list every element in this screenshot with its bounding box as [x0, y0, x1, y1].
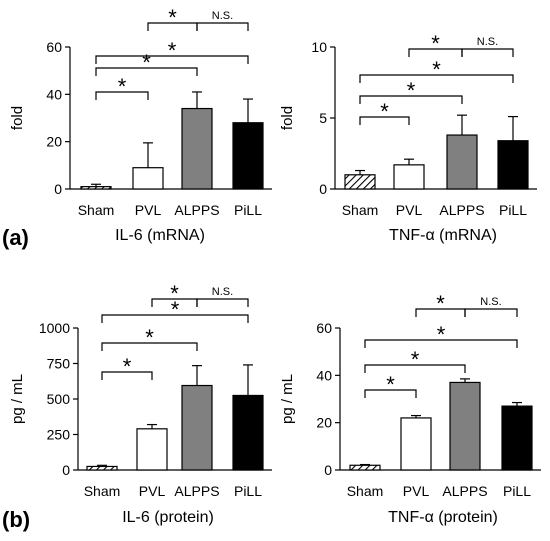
chart4-significance-bracket	[364, 339, 518, 348]
chart3-y-axis-label: pg / mL	[9, 374, 26, 424]
chart3-category-label: PiLL	[234, 483, 262, 499]
chart3-y-tick-label: 500	[47, 391, 71, 407]
chart1-bar-alpps	[181, 107, 213, 190]
chart3-significance-star: *	[145, 325, 154, 350]
chart3-category-label: Sham	[84, 483, 121, 499]
chart2-y-tick-label: 5	[319, 110, 327, 126]
chart3-y-tick-label: 1000	[39, 320, 70, 336]
chart1-category-label: PiLL	[234, 202, 262, 218]
chart4-bar-alpps	[449, 381, 481, 471]
panel-label-b: (b)	[2, 507, 30, 532]
chart2-y-axis-label: fold	[279, 106, 296, 130]
chart2-significance-star: *	[380, 99, 389, 124]
chart4-y-tick-label: 0	[324, 462, 332, 478]
chart1-y-tick-label: 20	[46, 134, 62, 150]
chart1-y-tick-label: 60	[46, 39, 62, 55]
chart4-significance-star: *	[437, 322, 446, 347]
chart2-category-label: Sham	[342, 202, 379, 218]
chart3-y-tick-label: 750	[47, 356, 71, 372]
chart3-significance-bracket	[101, 314, 249, 323]
chart1-category-label: PVL	[135, 202, 162, 218]
chart2-y-tick-label: 10	[311, 39, 327, 55]
chart1-significance-bracket	[95, 55, 249, 64]
chart1-significance-ns-label: N.S.	[212, 10, 233, 22]
chart3-significance-bracket	[101, 371, 153, 380]
chart4-y-axis-label: pg / mL	[279, 374, 296, 424]
chart1-significance-star: *	[168, 38, 177, 63]
chart3-significance-star: *	[123, 354, 132, 379]
chart4-title: TNF-α (protein)	[388, 509, 498, 526]
chart4-significance-star: *	[436, 291, 445, 316]
chart3-bar-sham	[86, 465, 118, 471]
chart1-title: IL-6 (mRNA)	[115, 227, 205, 244]
chart4-category-label: Sham	[347, 483, 384, 499]
chart2-significance-bracket	[359, 116, 410, 125]
chart1-bar-sham	[80, 186, 112, 190]
chart2-bar-alpps	[446, 134, 478, 190]
chart2-y-tick-label: 0	[319, 181, 327, 197]
chart1-y-tick-label: 0	[54, 181, 62, 197]
chart2-significance-star: *	[432, 57, 441, 82]
chart4-significance-bracket	[364, 364, 466, 373]
chart4-significance-ns-label: N.S.	[480, 296, 501, 308]
chart1-significance-star: *	[118, 74, 127, 99]
chart3-category-label: ALPPS	[174, 483, 219, 499]
chart2-bar-sham	[344, 174, 376, 190]
chart4-significance-star: *	[411, 347, 420, 372]
chart2-significance-star: *	[407, 78, 416, 103]
chart1-significance-star: *	[168, 5, 177, 30]
chart3-significance-star: *	[171, 297, 180, 322]
chart2-significance-bracket	[359, 95, 463, 104]
chart4-bar-sham	[349, 464, 381, 471]
chart4-y-tick-label: 40	[316, 367, 332, 383]
chart1-bar-pvl	[132, 167, 164, 190]
chart4-significance-star: *	[386, 372, 395, 397]
chart4-significance-bracket	[464, 308, 518, 317]
chart3-significance-ns-label: N.S.	[212, 286, 233, 298]
chart2-bar-pill	[497, 140, 529, 190]
panel-label-a: (a)	[2, 225, 29, 250]
chart3-bar-pill	[232, 394, 264, 471]
chart1-significance-bracket	[196, 22, 249, 31]
chart3-title: IL-6 (protein)	[122, 509, 214, 526]
chart4-category-label: PVL	[403, 483, 430, 499]
chart3-significance-star: *	[170, 281, 179, 306]
chart1-y-axis-label: fold	[9, 106, 26, 130]
chart3-category-label: PVL	[139, 483, 166, 499]
chart1-category-label: Sham	[78, 202, 115, 218]
chart2-category-label: PiLL	[499, 202, 527, 218]
chart2-significance-bracket	[461, 48, 514, 57]
chart4-category-label: ALPPS	[442, 483, 487, 499]
chart4-y-tick-label: 20	[316, 415, 332, 431]
chart3-bar-pvl	[136, 428, 168, 471]
chart4-category-label: PiLL	[503, 483, 531, 499]
chart2-significance-bracket	[359, 74, 514, 83]
chart2-bar-pvl	[393, 164, 425, 190]
chart2-significance-ns-label: N.S.	[477, 36, 498, 48]
chart1-y-tick-label: 40	[46, 86, 62, 102]
chart3-y-tick-label: 0	[62, 462, 70, 478]
chart4-bar-pill	[501, 405, 533, 471]
chart2-title: TNF-α (mRNA)	[389, 227, 497, 244]
chart1-bar-pill	[232, 122, 264, 190]
chart4-y-tick-label: 60	[316, 320, 332, 336]
chart2-category-label: PVL	[396, 202, 423, 218]
chart1-significance-bracket	[95, 91, 149, 100]
chart3-significance-bracket	[101, 342, 198, 351]
chart1-significance-bracket	[95, 67, 198, 76]
chart1-significance-star: *	[142, 50, 151, 75]
chart3-y-tick-label: 250	[47, 427, 71, 443]
chart4-significance-bracket	[364, 389, 417, 398]
chart3-significance-bracket	[196, 298, 249, 307]
chart2-category-label: ALPPS	[439, 202, 484, 218]
chart4-bar-pvl	[400, 417, 432, 471]
chart3-bar-alpps	[181, 384, 213, 471]
chart2-significance-star: *	[431, 31, 440, 56]
chart1-category-label: ALPPS	[174, 202, 219, 218]
